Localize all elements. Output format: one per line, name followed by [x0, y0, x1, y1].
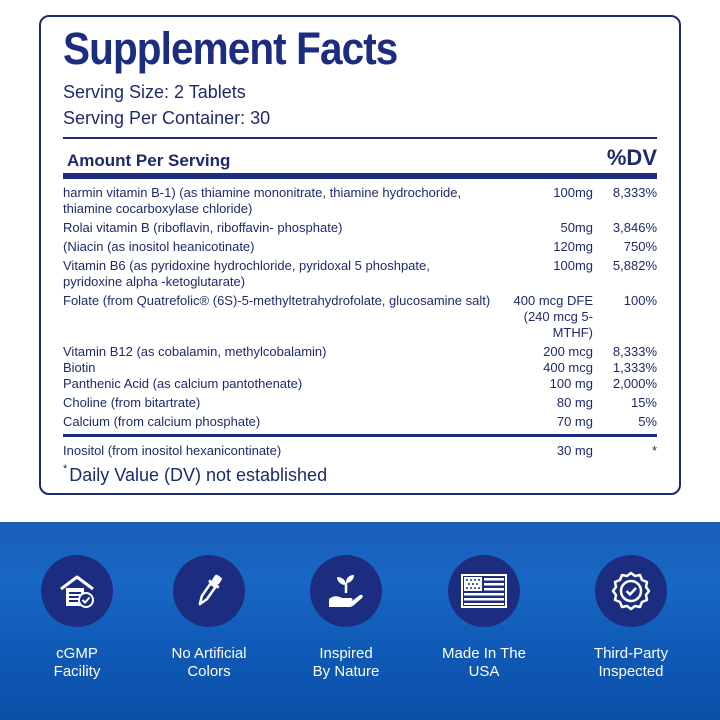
- badge-label-line1: Inspired: [319, 645, 373, 662]
- nutrient-name: Inositol (from inositol hexanicontinate): [63, 443, 282, 458]
- nutrient-name: Calcium (from calcium phosphate): [63, 414, 261, 429]
- nutrient-dv: 5,882%: [612, 258, 657, 273]
- table-row: (Niacin (as inositol heanicotinate) 120m…: [63, 239, 657, 255]
- badge-label-line2: USA: [468, 663, 500, 680]
- badge-label: cGMP Facility: [22, 645, 132, 681]
- serving-size: Serving Size: 2 Tablets: [63, 82, 246, 102]
- nutrient-amount: 200 mcg: [543, 344, 593, 359]
- badge-label: No Artificial Colors: [154, 645, 264, 681]
- nutrient-dv: 2,000%: [612, 376, 657, 391]
- feature-badge: Third-Party Inspected: [576, 555, 686, 681]
- nutrient-name: Vitamin B12 (as cobalamin, methylcobalam…: [63, 344, 327, 359]
- badge-label-line1: Third-Party: [593, 645, 669, 662]
- table-row: Vitamin B6 (as pyridoxine hydrochloride,…: [63, 258, 657, 290]
- nutrient-name: Choline (from bitartrate): [63, 395, 201, 410]
- badge-label-line1: No Artificial: [171, 645, 247, 662]
- servings-per-container: Serving Per Container: 30: [63, 108, 271, 128]
- nutrient-dv: 1,333%: [612, 360, 657, 375]
- table-row: Calcium (from calcium phosphate) 70 mg 5…: [63, 414, 657, 430]
- nutrient-amount: 400 mcg DFE (240 mcg 5-MTHF): [495, 293, 593, 341]
- nutrient-name: Panthenic Acid (as calcium pantothenate): [63, 376, 303, 391]
- badge-label-line2: Facility: [53, 663, 101, 680]
- nutrient-amount: 400 mcg: [543, 360, 593, 375]
- seal-check-icon: [595, 555, 667, 627]
- supplement-facts-panel: Supplement Facts Serving Size: 2 Tablets…: [39, 15, 681, 495]
- amount-header: Amount Per Serving: [67, 151, 231, 170]
- footnote-asterisk: *: [63, 463, 68, 475]
- header-divider: [63, 173, 657, 179]
- badge-label-line2: By Nature: [312, 663, 380, 680]
- table-row: Choline (from bitartrate) 80 mg 15%: [63, 395, 657, 411]
- nutrient-amount: 100mg: [553, 258, 593, 273]
- section-divider: [63, 434, 657, 437]
- panel-title: Supplement Facts: [63, 23, 398, 74]
- nutrient-dv: 100%: [623, 293, 657, 308]
- nutrient-dv: 3,846%: [612, 220, 657, 235]
- amount-secondary: (240 mcg 5-MTHF): [523, 309, 593, 340]
- table-header: Amount Per Serving %DV: [63, 139, 657, 171]
- badge-label-line2: Inspected: [598, 663, 664, 680]
- badge-label-line1: Made In The: [442, 645, 526, 662]
- table-row: Panthenic Acid (as calcium pantothenate)…: [63, 376, 657, 392]
- nutrient-name: Vitamin B6 (as pyridoxine hydrochloride,…: [63, 258, 430, 289]
- nutrient-dv: 8,333%: [612, 344, 657, 359]
- table-row: harmin vitamin B-1) (as thiamine mononit…: [63, 185, 657, 217]
- divider: [63, 137, 657, 139]
- nutrient-name: (Niacin (as inositol heanicotinate): [63, 239, 255, 254]
- nutrient-amount: 30 mg: [556, 443, 593, 458]
- nutrient-amount: 50mg: [560, 220, 593, 235]
- badge-label-line1: cGMP: [56, 645, 98, 662]
- feature-badge: cGMP Facility: [22, 555, 132, 681]
- dropper-icon: [173, 555, 245, 627]
- badge-label: Made In The USA: [429, 645, 539, 681]
- nutrient-dv: 750%: [623, 239, 657, 254]
- nutrient-name: Folate (from Quatrefolic® (6S)-5-methylt…: [63, 293, 491, 308]
- feature-badge: Inspired By Nature: [291, 555, 401, 681]
- nutrient-name: Biotin: [63, 360, 96, 375]
- amount-primary: 400 mcg DFE: [513, 293, 593, 308]
- footnote: * Daily Value (DV) not established: [63, 463, 657, 486]
- nutrient-name: Rolai vitamin B (riboflavin, riboffavin-…: [63, 220, 343, 235]
- features-banner: cGMP Facility No Artificial Colors: [0, 522, 720, 720]
- hand-plant-icon: [310, 555, 382, 627]
- building-check-icon: [41, 555, 113, 627]
- table-row: Vitamin B12 (as cobalamin, methylcobalam…: [63, 344, 657, 360]
- feature-badge: Made In The USA: [429, 555, 539, 681]
- feature-badge: No Artificial Colors: [154, 555, 264, 681]
- badge-label: Third-Party Inspected: [576, 645, 686, 681]
- nutrient-amount: 70 mg: [556, 414, 593, 429]
- nutrient-dv: *: [651, 443, 657, 458]
- table-row: Rolai vitamin B (riboflavin, riboffavin-…: [63, 220, 657, 236]
- table-row: Folate (from Quatrefolic® (6S)-5-methylt…: [63, 293, 657, 341]
- table-row: Inositol (from inositol hexanicontinate)…: [63, 443, 657, 459]
- nutrient-list: harmin vitamin B-1) (as thiamine mononit…: [63, 185, 657, 430]
- nutrient-amount: 100 mg: [549, 376, 593, 391]
- nutrient-dv: 15%: [630, 395, 657, 410]
- nutrient-amount: 120mg: [553, 239, 593, 254]
- nutrient-amount: 100mg: [553, 185, 593, 200]
- nutrient-amount: 80 mg: [556, 395, 593, 410]
- badge-label-line2: Colors: [187, 663, 231, 680]
- nutrient-dv: 8,333%: [612, 185, 657, 200]
- nutrient-name: harmin vitamin B-1) (as thiamine mononit…: [63, 185, 462, 216]
- footnote-text: Daily Value (DV) not established: [69, 465, 328, 485]
- table-row: Biotin 400 mcg 1,333%: [63, 360, 657, 376]
- nutrient-dv: 5%: [638, 414, 657, 429]
- badge-label: Inspired By Nature: [291, 645, 401, 681]
- dv-header: %DV: [606, 145, 657, 170]
- usa-flag-icon: [448, 555, 520, 627]
